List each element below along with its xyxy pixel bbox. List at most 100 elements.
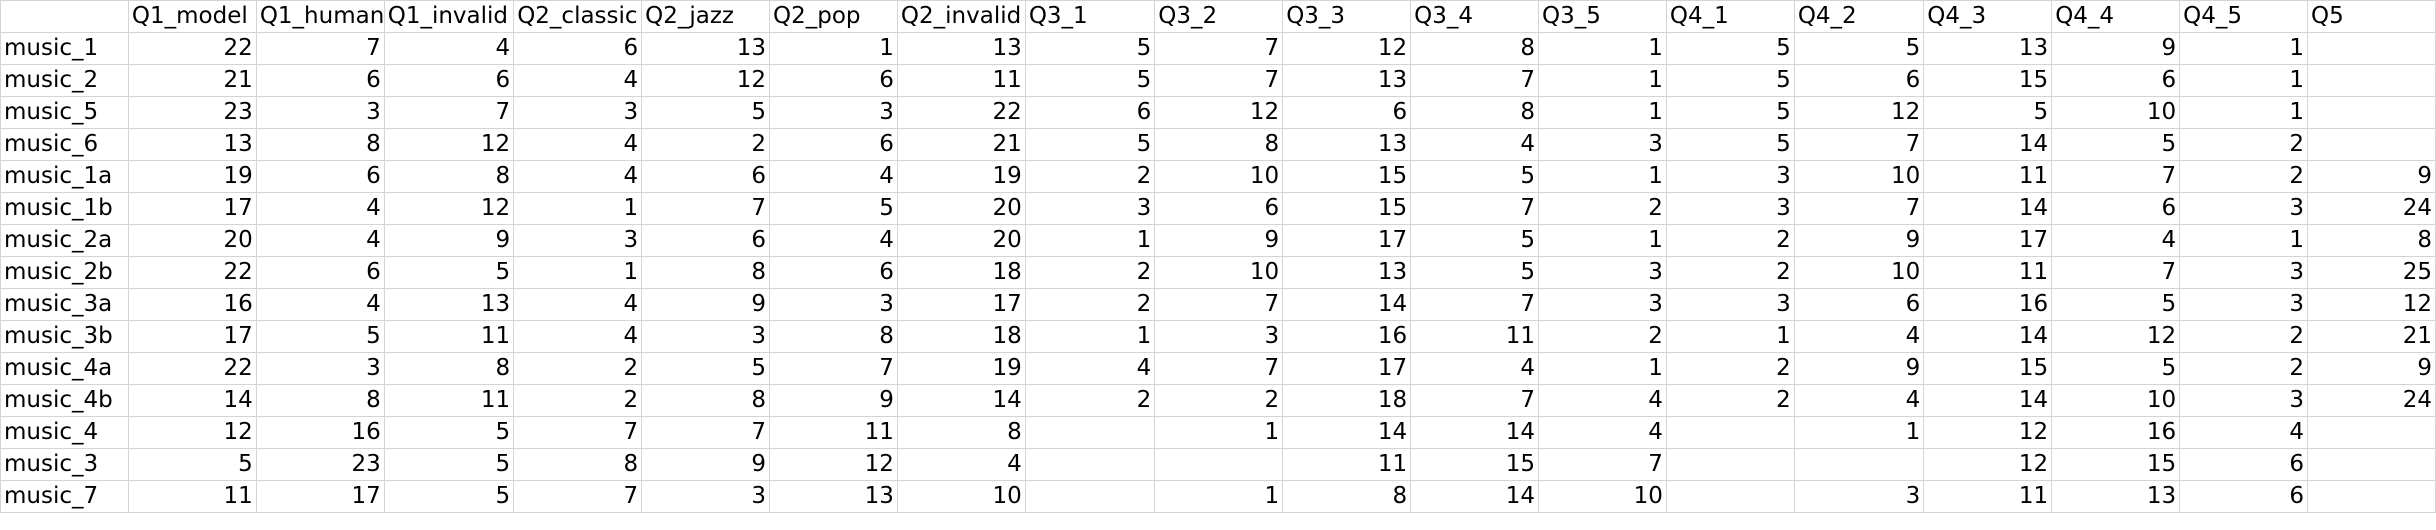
data-cell[interactable]: 16 — [1923, 288, 2053, 321]
row-label-cell[interactable]: music_3b — [0, 320, 129, 353]
data-cell[interactable]: 12 — [2051, 320, 2181, 353]
data-cell[interactable]: 6 — [255, 256, 385, 289]
data-cell[interactable]: 17 — [1282, 352, 1412, 385]
data-cell[interactable]: 12 — [1282, 32, 1412, 65]
data-cell[interactable]: 10 — [1154, 256, 1284, 289]
data-cell[interactable]: 2 — [1665, 352, 1795, 385]
data-cell[interactable]: 9 — [641, 288, 770, 321]
data-cell[interactable]: 5 — [641, 352, 770, 385]
data-cell[interactable]: 13 — [1282, 256, 1412, 289]
data-cell[interactable]: 5 — [383, 480, 515, 513]
data-cell[interactable]: 3 — [255, 352, 385, 385]
data-cell[interactable]: 9 — [2051, 32, 2181, 65]
data-cell[interactable]: 6 — [1024, 96, 1156, 129]
data-cell[interactable]: 4 — [769, 224, 898, 257]
data-cell[interactable]: 15 — [1923, 352, 2053, 385]
data-cell[interactable]: 3 — [641, 320, 770, 353]
data-cell[interactable]: 24 — [2307, 384, 2436, 417]
data-cell[interactable]: 5 — [1410, 160, 1539, 193]
data-cell[interactable]: 22 — [127, 256, 257, 289]
column-header-cell[interactable]: Q2_classic — [513, 0, 643, 33]
data-cell[interactable]: 2 — [1665, 224, 1795, 257]
data-cell[interactable]: 7 — [513, 480, 643, 513]
data-cell[interactable]: 3 — [769, 288, 898, 321]
data-cell[interactable]: 1 — [769, 32, 898, 65]
data-cell[interactable]: 6 — [255, 64, 385, 97]
data-cell[interactable]: 5 — [383, 448, 515, 481]
data-cell[interactable]: 12 — [1923, 416, 2053, 449]
data-cell[interactable]: 1 — [2179, 96, 2308, 129]
data-cell[interactable]: 9 — [2307, 352, 2436, 385]
data-cell[interactable]: 9 — [1793, 224, 1925, 257]
data-cell[interactable]: 14 — [1923, 128, 2053, 161]
column-header-cell[interactable]: Q2_jazz — [641, 0, 770, 33]
data-cell[interactable]: 1 — [1538, 96, 1667, 129]
data-cell[interactable]: 6 — [769, 256, 898, 289]
data-cell[interactable]: 16 — [255, 416, 385, 449]
data-cell[interactable]: 20 — [896, 192, 1026, 225]
column-header-cell[interactable]: Q2_pop — [769, 0, 898, 33]
data-cell[interactable] — [2307, 128, 2436, 161]
data-cell[interactable]: 5 — [1665, 128, 1795, 161]
data-cell[interactable]: 23 — [127, 96, 257, 129]
data-cell[interactable] — [1793, 448, 1925, 481]
data-cell[interactable]: 5 — [769, 192, 898, 225]
data-cell[interactable]: 4 — [513, 160, 643, 193]
data-cell[interactable]: 3 — [2179, 256, 2308, 289]
column-header-cell[interactable]: Q4_4 — [2051, 0, 2181, 33]
data-cell[interactable]: 2 — [1154, 384, 1284, 417]
data-cell[interactable]: 2 — [2179, 128, 2308, 161]
data-cell[interactable]: 10 — [2051, 96, 2181, 129]
data-cell[interactable]: 5 — [1665, 32, 1795, 65]
data-cell[interactable]: 15 — [1282, 160, 1412, 193]
data-cell[interactable]: 17 — [1282, 224, 1412, 257]
data-cell[interactable]: 12 — [127, 416, 257, 449]
data-cell[interactable]: 3 — [513, 96, 643, 129]
data-cell[interactable]: 15 — [1410, 448, 1539, 481]
data-cell[interactable]: 1 — [513, 256, 643, 289]
data-cell[interactable]: 6 — [1793, 288, 1925, 321]
data-cell[interactable]: 8 — [1154, 128, 1284, 161]
data-cell[interactable]: 1 — [1538, 352, 1667, 385]
data-cell[interactable]: 4 — [513, 128, 643, 161]
data-cell[interactable]: 5 — [383, 256, 515, 289]
data-cell[interactable]: 5 — [1665, 64, 1795, 97]
data-cell[interactable] — [2307, 96, 2436, 129]
data-cell[interactable]: 1 — [1538, 32, 1667, 65]
data-cell[interactable] — [1665, 480, 1795, 513]
data-cell[interactable]: 13 — [769, 480, 898, 513]
row-label-cell[interactable]: music_1 — [0, 32, 129, 65]
column-header-cell[interactable]: Q4_1 — [1665, 0, 1795, 33]
data-cell[interactable]: 5 — [1665, 96, 1795, 129]
column-header-cell[interactable]: Q3_2 — [1154, 0, 1284, 33]
data-cell[interactable]: 6 — [2051, 64, 2181, 97]
data-cell[interactable]: 3 — [1538, 128, 1667, 161]
data-cell[interactable]: 10 — [2051, 384, 2181, 417]
data-cell[interactable]: 17 — [896, 288, 1026, 321]
data-cell[interactable]: 7 — [1154, 352, 1284, 385]
data-cell[interactable]: 9 — [769, 384, 898, 417]
data-cell[interactable]: 6 — [2051, 192, 2181, 225]
data-cell[interactable]: 14 — [1923, 192, 2053, 225]
data-cell[interactable]: 6 — [641, 160, 770, 193]
row-label-cell[interactable]: music_4a — [0, 352, 129, 385]
data-cell[interactable]: 3 — [641, 480, 770, 513]
data-cell[interactable]: 2 — [1024, 256, 1156, 289]
data-cell[interactable]: 5 — [2051, 352, 2181, 385]
data-cell[interactable]: 5 — [383, 416, 515, 449]
data-cell[interactable]: 3 — [769, 96, 898, 129]
column-header-cell[interactable]: Q3_3 — [1282, 0, 1412, 33]
data-cell[interactable]: 10 — [1154, 160, 1284, 193]
data-cell[interactable]: 5 — [1024, 64, 1156, 97]
data-cell[interactable]: 1 — [1024, 224, 1156, 257]
data-cell[interactable]: 17 — [255, 480, 385, 513]
data-cell[interactable] — [2307, 32, 2436, 65]
data-cell[interactable]: 14 — [1410, 480, 1539, 513]
data-cell[interactable]: 11 — [1923, 480, 2053, 513]
data-cell[interactable]: 3 — [1024, 192, 1156, 225]
data-cell[interactable]: 4 — [513, 288, 643, 321]
data-cell[interactable]: 4 — [1793, 384, 1925, 417]
data-cell[interactable]: 16 — [2051, 416, 2181, 449]
data-cell[interactable]: 4 — [2179, 416, 2308, 449]
data-cell[interactable]: 7 — [1154, 32, 1284, 65]
